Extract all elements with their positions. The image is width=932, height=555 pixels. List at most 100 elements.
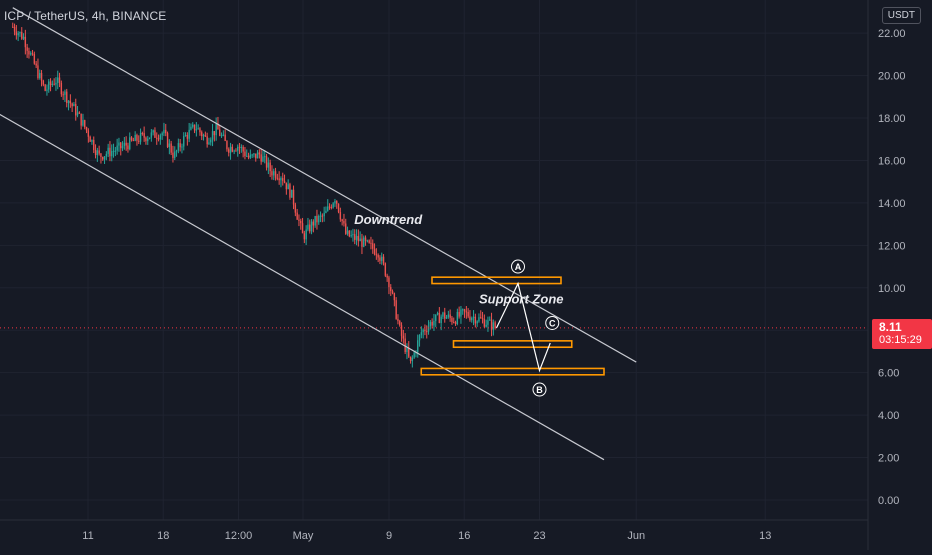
wave-label-b-circle [532, 382, 547, 397]
currency-badge[interactable]: USDT [881, 7, 921, 24]
candle-body [447, 314, 450, 318]
wave-label-a: A [515, 262, 522, 272]
candle-body [343, 220, 345, 224]
candle-body [451, 317, 453, 323]
candle-body [123, 142, 126, 146]
candle-body [352, 234, 354, 236]
downtrend-line[interactable] [12, 7, 637, 363]
candle-body [165, 129, 167, 134]
candle-body [413, 352, 415, 358]
candle-body [174, 151, 176, 158]
candle-body [249, 154, 252, 158]
support-zone-line[interactable] [0, 110, 605, 461]
candle-body [256, 152, 259, 159]
candle-body [114, 150, 117, 152]
price-zone[interactable] [420, 367, 605, 376]
price-zone[interactable] [431, 276, 562, 285]
candle-body [157, 138, 160, 140]
candle-body [474, 316, 477, 324]
candle-body [442, 312, 444, 317]
candle-body [492, 322, 495, 330]
candle-body [291, 189, 293, 198]
current-price-badge: 8.11 03:15:29 [872, 319, 932, 349]
candle-body [98, 150, 100, 154]
candle-body [247, 155, 250, 158]
y-tick-label: 0.00 [878, 495, 899, 507]
candle-body [134, 135, 136, 141]
candle-body [215, 123, 217, 136]
candle-body [276, 177, 279, 179]
candle-body [341, 219, 343, 221]
candle-body [388, 277, 390, 288]
projection-path[interactable] [495, 281, 551, 373]
candle-body [181, 146, 183, 148]
x-tick-label: 12:00 [225, 530, 253, 542]
candle-body [292, 189, 295, 205]
y-tick-label: 4.00 [878, 410, 899, 422]
candle-body [175, 150, 178, 152]
candle-body [154, 130, 156, 138]
y-tick-label: 20.00 [878, 71, 906, 83]
candle-body [489, 319, 491, 321]
candle-body [58, 77, 61, 83]
candle-body [163, 129, 165, 134]
candle-body [64, 91, 66, 95]
candle-body [269, 162, 271, 172]
candle-body [345, 223, 347, 234]
candle-body [436, 312, 439, 315]
candle-body [96, 150, 99, 156]
candle-body [420, 332, 423, 336]
wave-label-a-circle [511, 259, 525, 274]
candle-body [210, 139, 212, 143]
candle-body [161, 133, 163, 136]
candle-body [21, 32, 23, 39]
x-tick-label: Jun [627, 530, 645, 542]
candle-body [355, 235, 358, 240]
candle-body [336, 200, 338, 204]
candle-body [168, 143, 171, 148]
candle-body [33, 54, 36, 64]
candle-body [107, 147, 109, 154]
candle-body [480, 317, 482, 319]
candle-body [301, 223, 304, 234]
candle-body [408, 347, 410, 357]
candle-body [136, 135, 138, 141]
y-tick-label: 2.00 [878, 453, 899, 465]
candle-body [112, 150, 115, 152]
candle-body [370, 242, 372, 244]
candle-body [397, 318, 399, 322]
candle-body [494, 322, 496, 328]
candle-body [456, 311, 459, 324]
candle-body [105, 153, 108, 157]
current-price-value: 8.11 [879, 320, 902, 334]
candle-body [71, 103, 73, 107]
candle-body [400, 325, 403, 336]
candle-body [298, 219, 300, 221]
candle-body [211, 131, 214, 140]
candle-body [202, 135, 205, 137]
candle-body [438, 312, 441, 324]
candle-body [42, 80, 45, 85]
candle-body [224, 134, 226, 142]
candle-body [350, 235, 352, 237]
candle-body [94, 149, 97, 156]
candle-body [422, 329, 424, 333]
candle-body [91, 140, 93, 142]
candle-body [82, 120, 84, 126]
candle-body [294, 204, 297, 213]
candle-body [147, 138, 149, 142]
candle-body [246, 155, 248, 157]
candle-body [26, 47, 28, 51]
candle-body [487, 320, 489, 325]
candle-body [485, 324, 487, 327]
x-tick-label: 18 [157, 530, 169, 542]
candle-body [80, 113, 82, 126]
candle-body [348, 230, 351, 237]
price-zone[interactable] [452, 340, 573, 349]
candle-body [67, 100, 70, 103]
candle-body [48, 81, 50, 90]
candle-body [316, 215, 318, 223]
candle-body [197, 128, 199, 130]
